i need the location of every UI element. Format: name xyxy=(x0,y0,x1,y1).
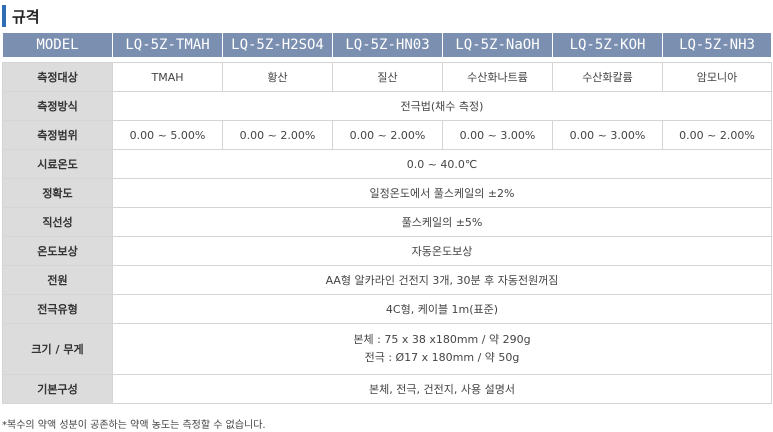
footnote: *복수의 약액 성분이 공존하는 약액 농도는 측정할 수 없습니다. xyxy=(2,420,266,431)
table-cell: 풀스케일의 ±5% xyxy=(112,207,772,237)
header-naoh: LQ-5Z-NaOH xyxy=(442,32,553,58)
size-electrode-line: 전극 : Ø17 x 180mm / 약 50g xyxy=(364,351,520,364)
table-row: 직선성 풀스케일의 ±5% xyxy=(2,207,772,237)
table-cell: 일정온도에서 풀스케일의 ±2% xyxy=(112,178,772,208)
row-label: 온도보상 xyxy=(2,236,113,266)
row-label: 전극유형 xyxy=(2,294,113,324)
table-cell: 암모니아 xyxy=(662,62,772,92)
table-cell: 0.00 ~ 3.00% xyxy=(442,120,553,150)
table-cell: 본체 : 75 x 38 x180mm / 약 290g 전극 : Ø17 x … xyxy=(112,323,772,375)
row-label: 정확도 xyxy=(2,178,113,208)
table-cell: 황산 xyxy=(222,62,333,92)
row-label: 시료온도 xyxy=(2,149,113,179)
table-cell: 0.00 ~ 2.00% xyxy=(662,120,772,150)
table-cell: 수산화칼륨 xyxy=(552,62,663,92)
table-row: 측정대상 TMAH 황산 질산 수산화나트륨 수산화칼륨 암모니아 xyxy=(2,62,772,92)
table-row: 측정방식 전극법(채수 측정) xyxy=(2,91,772,121)
row-label: 전원 xyxy=(2,265,113,295)
table-cell: 질산 xyxy=(332,62,443,92)
header-row: MODEL LQ-5Z-TMAH LQ-5Z-H2SO4 LQ-5Z-HN03 … xyxy=(2,32,772,58)
row-label: 크기 / 무게 xyxy=(2,323,113,375)
table-row: 온도보상 자동온도보상 xyxy=(2,236,772,266)
header-nh3: LQ-5Z-NH3 xyxy=(662,32,772,58)
row-label: 직선성 xyxy=(2,207,113,237)
table-row: 전극유형 4C형, 케이블 1m(표준) xyxy=(2,294,772,324)
table-row: 기본구성 본체, 전극, 건전지, 사용 설명서 xyxy=(2,374,772,404)
table-row: 측정범위 0.00 ~ 5.00% 0.00 ~ 2.00% 0.00 ~ 2.… xyxy=(2,120,772,150)
header-model: MODEL xyxy=(2,32,113,58)
header-hn03: LQ-5Z-HN03 xyxy=(332,32,443,58)
table-cell: 전극법(채수 측정) xyxy=(112,91,772,121)
table-cell: TMAH xyxy=(112,62,223,92)
table-cell: 0.0 ~ 40.0℃ xyxy=(112,149,772,179)
table-cell: 0.00 ~ 2.00% xyxy=(222,120,333,150)
table-cell: AA형 알카라인 건전지 3개, 30분 후 자동전원꺼짐 xyxy=(112,265,772,295)
table-cell: 본체, 전극, 건전지, 사용 설명서 xyxy=(112,374,772,404)
header-koh: LQ-5Z-KOH xyxy=(552,32,663,58)
table-row: 정확도 일정온도에서 풀스케일의 ±2% xyxy=(2,178,772,208)
header-h2so4: LQ-5Z-H2SO4 xyxy=(222,32,333,58)
row-label: 측정방식 xyxy=(2,91,113,121)
table-row: 시료온도 0.0 ~ 40.0℃ xyxy=(2,149,772,179)
table-row: 크기 / 무게 본체 : 75 x 38 x180mm / 약 290g 전극 … xyxy=(2,323,772,375)
row-label: 기본구성 xyxy=(2,374,113,404)
header-tmah: LQ-5Z-TMAH xyxy=(112,32,223,58)
spec-table: MODEL LQ-5Z-TMAH LQ-5Z-H2SO4 LQ-5Z-HN03 … xyxy=(2,32,772,404)
table-cell: 4C형, 케이블 1m(표준) xyxy=(112,294,772,324)
table-cell: 0.00 ~ 3.00% xyxy=(552,120,663,150)
title-accent-bar xyxy=(2,5,6,27)
section-title: 규격 xyxy=(12,7,40,26)
size-body-line: 본체 : 75 x 38 x180mm / 약 290g xyxy=(353,333,531,346)
table-cell: 0.00 ~ 5.00% xyxy=(112,120,223,150)
row-label: 측정대상 xyxy=(2,62,113,92)
table-cell: 수산화나트륨 xyxy=(442,62,553,92)
section-title-wrap: 규격 xyxy=(2,4,40,28)
row-label: 측정범위 xyxy=(2,120,113,150)
table-cell: 자동온도보상 xyxy=(112,236,772,266)
table-cell: 0.00 ~ 2.00% xyxy=(332,120,443,150)
table-row: 전원 AA형 알카라인 건전지 3개, 30분 후 자동전원꺼짐 xyxy=(2,265,772,295)
